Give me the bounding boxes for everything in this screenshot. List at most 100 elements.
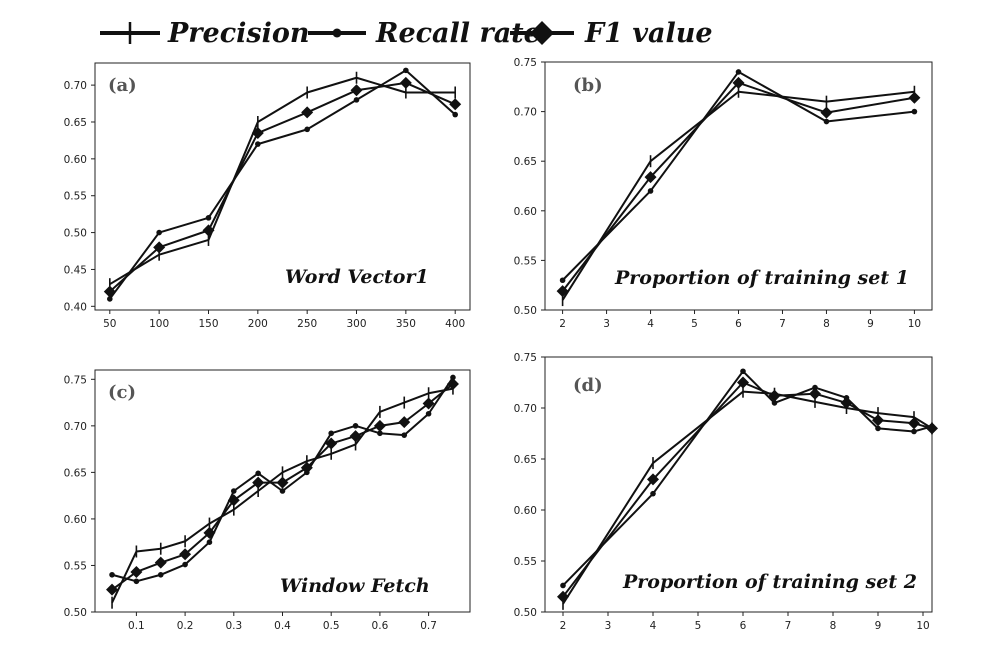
f1-marker (103, 285, 116, 298)
y-tick-label: 0.60 (514, 206, 537, 218)
recall-marker (403, 67, 409, 74)
x-tick-label: 5 (691, 318, 698, 330)
y-tick-label: 0.75 (514, 352, 537, 364)
f1-marker (399, 76, 412, 89)
x-tick-label: 50 (103, 318, 116, 330)
f1-marker (154, 556, 167, 569)
series-line-f1 (561, 81, 915, 292)
x-tick-label: 2 (559, 318, 566, 330)
y-tick-label: 0.50 (64, 607, 87, 619)
x-tick-label: 400 (445, 318, 465, 330)
series-line-precision (109, 76, 456, 286)
y-tick-label: 0.55 (64, 560, 87, 572)
panel-label: (c) (108, 382, 136, 403)
f1-marker (446, 377, 459, 390)
recall-marker (206, 539, 213, 545)
x-tick-label: 7 (785, 620, 792, 632)
y-tick-label: 0.55 (514, 255, 537, 267)
x-tick-label: 10 (916, 620, 929, 632)
x-tick-label: 0.1 (128, 620, 145, 632)
recall-marker (911, 108, 918, 115)
y-tick-label: 0.55 (514, 556, 537, 568)
x-tick-label: 0.4 (274, 620, 291, 632)
x-tick-label: 0.5 (323, 620, 340, 632)
x-tick-label: 0.6 (372, 620, 389, 632)
panel-d: 0.50 0.55 0.60 0.65 0.70 0.75 2 3 4 5 6 7 8 9 10 (d) Pro… (514, 352, 938, 632)
recall-marker (450, 374, 456, 381)
x-tick-label: 6 (740, 620, 747, 632)
f1-marker (202, 224, 215, 237)
f1-marker (644, 171, 657, 184)
f1-marker (398, 416, 411, 429)
f1-marker (908, 91, 921, 104)
series-recall (560, 368, 935, 589)
f1-marker (872, 414, 884, 427)
f1-marker (737, 376, 749, 389)
legend-recall: Recall rate (308, 18, 541, 49)
recall-marker (875, 425, 881, 432)
x-tick-label: 4 (647, 318, 654, 330)
x-tick-label: 6 (735, 318, 742, 330)
recall-marker (157, 571, 164, 578)
recall-marker (304, 126, 310, 133)
y-tick-label: 0.65 (64, 117, 87, 129)
y-tick-label: 0.65 (514, 454, 537, 466)
f1-marker (325, 437, 338, 450)
f1-marker (556, 285, 569, 298)
recall-marker (647, 188, 654, 194)
f1-marker (557, 590, 569, 603)
recall-marker (377, 430, 383, 437)
panel-label: (d) (573, 375, 603, 396)
y-tick-label: 0.45 (64, 264, 87, 276)
f1-marker (647, 473, 659, 486)
f1-marker (373, 419, 386, 432)
recall-marker (560, 582, 566, 589)
y-tick-label: 0.65 (514, 156, 537, 168)
f1-marker (106, 583, 119, 596)
f1-marker (251, 127, 264, 140)
y-tick-label: 0.75 (514, 57, 537, 69)
recall-marker (771, 400, 778, 406)
x-tick-label: 9 (867, 318, 874, 330)
series-precision (109, 71, 456, 291)
x-tick-label: 2 (560, 620, 567, 632)
recall-marker (107, 296, 113, 302)
f1-marker (301, 106, 314, 119)
recall-marker (156, 229, 162, 236)
f1-marker (732, 76, 745, 89)
plot-frame (94, 62, 471, 311)
f1-marker (840, 396, 853, 409)
y-tick-label: 0.50 (514, 607, 537, 619)
panel-a: 0.40 0.45 0.50 0.55 0.60 0.65 0.70 50 100 150 200 2… (64, 62, 471, 330)
x-tick-label: 150 (198, 318, 218, 330)
y-tick-label: 0.40 (64, 301, 87, 313)
f1-marker (908, 417, 920, 430)
recall-marker (133, 578, 140, 585)
recall-marker (812, 384, 818, 391)
f1-marker (449, 98, 462, 111)
y-tick-label: 0.55 (64, 191, 87, 203)
recall-marker (230, 488, 237, 494)
series-line-recall (561, 70, 915, 281)
series-f1 (556, 76, 921, 298)
x-tick-label: 250 (297, 318, 317, 330)
f1-marker (422, 397, 435, 410)
legend-f1-label: F1 value (584, 18, 713, 49)
f1-marker (820, 106, 833, 119)
recall-marker (740, 368, 746, 375)
y-tick-label: 0.60 (514, 505, 537, 517)
x-tick-label: 8 (830, 620, 837, 632)
legend-precision-label: Precision (167, 18, 310, 49)
x-tick-label: 300 (346, 318, 366, 330)
y-tick-label: 0.70 (64, 421, 87, 433)
x-tick-label: 200 (248, 318, 268, 330)
f1-marker (153, 241, 166, 254)
series-line-f1 (109, 81, 456, 293)
x-tick-label: 0.3 (225, 620, 242, 632)
recall-marker (182, 561, 188, 568)
series-recall (107, 67, 458, 302)
f1-marker (252, 476, 265, 489)
series-line-recall (109, 69, 456, 300)
panel-title: Proportion of training set 1 (614, 267, 909, 289)
